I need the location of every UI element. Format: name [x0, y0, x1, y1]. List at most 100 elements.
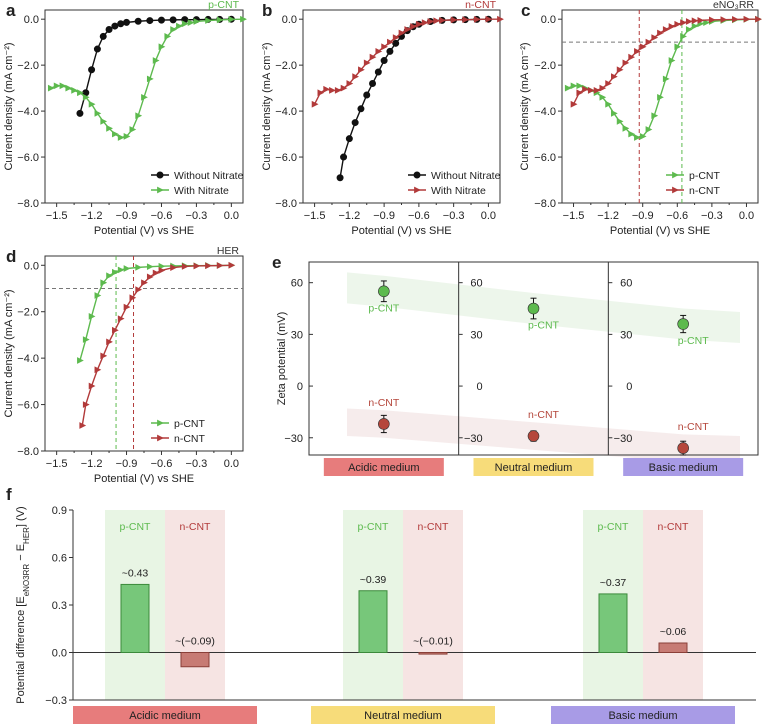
plots-layer: a −1.5 −1.2 −0.9 −0.6 −0.3 0.0 0.0 −2.0 −4.0 −6.0 −… — [3, 0, 762, 724]
data-point — [152, 57, 160, 64]
data-point — [611, 73, 618, 80]
data-point — [228, 261, 236, 269]
panel-tag: HER — [217, 245, 240, 257]
data-point — [358, 66, 365, 74]
y-tick-label: 0 — [626, 381, 632, 393]
x-tick-label: −1.5 — [304, 210, 326, 222]
y-tick-label: 60 — [620, 278, 632, 290]
data-point — [427, 18, 435, 25]
panel-letter-c: c — [521, 1, 530, 20]
data-point — [88, 312, 96, 320]
data-point — [77, 357, 84, 364]
data-point — [88, 100, 96, 108]
y-tick-label: −8.0 — [275, 198, 297, 210]
y-tick-label: −8.0 — [534, 198, 556, 210]
series-column-label: n-CNT — [658, 521, 690, 533]
y-tick-label: −6.0 — [275, 152, 297, 164]
data-point — [375, 47, 383, 55]
y-tick-label: −6.0 — [17, 400, 39, 412]
data-point — [112, 130, 119, 138]
legend-marker — [414, 186, 421, 194]
x-tick-label: −0.3 — [701, 210, 723, 222]
y-tick-label: −4.0 — [17, 353, 39, 365]
bar-n-cnt — [658, 642, 688, 653]
category-label: Basic medium — [608, 710, 677, 722]
data-point — [651, 34, 659, 41]
category-label: Acidic medium — [348, 462, 420, 474]
n-cnt-column-shade — [165, 510, 225, 700]
y-tick-label: −8.0 — [17, 446, 39, 458]
data-point — [450, 16, 458, 24]
panel-b: b −1.5 −1.2 −0.9 −0.6 −0.3 0.0 0.0 −2.0 −4.0 −6.0 −… — [261, 0, 504, 237]
data-point — [340, 84, 348, 92]
y-axis-label-part: eNO — [22, 580, 31, 596]
data-point — [317, 89, 325, 97]
y-tick-label: 30 — [470, 329, 482, 341]
legend-label: With Nitrate — [431, 185, 486, 197]
x-tick-label: −1.2 — [81, 210, 103, 222]
legend-label: n-CNT — [689, 185, 721, 197]
category-label: Basic medium — [649, 462, 718, 474]
category-band — [73, 706, 257, 724]
legend-marker — [157, 434, 164, 442]
data-point — [743, 15, 751, 23]
data-point — [380, 57, 388, 65]
data-point — [709, 16, 716, 24]
x-axis-label: Potential (V) vs SHE — [94, 473, 194, 485]
data-point — [176, 22, 183, 30]
series-label: p-CNT — [368, 302, 400, 314]
data-point — [564, 84, 572, 92]
data-point-n-cnt — [527, 430, 540, 442]
series-label: p-CNT — [678, 335, 710, 347]
data-point — [645, 126, 653, 133]
data-point — [100, 279, 108, 287]
data-point-p-cnt — [527, 302, 540, 315]
y-axis-label-part: RR — [22, 564, 31, 576]
plot-frame — [308, 261, 759, 456]
data-point — [77, 89, 84, 97]
data-point — [570, 100, 578, 108]
data-point-n-cnt — [378, 418, 390, 430]
data-point — [680, 19, 687, 27]
data-point — [123, 18, 131, 26]
data-point — [668, 23, 676, 30]
legend-marker — [672, 171, 679, 179]
data-point-n-cnt — [677, 442, 689, 454]
data-point — [439, 16, 446, 24]
data-point — [100, 118, 108, 125]
data-point — [129, 126, 137, 133]
data-point — [65, 84, 73, 92]
legend-marker — [413, 171, 421, 179]
data-point — [691, 17, 699, 25]
series-column-label: p-CNT — [120, 521, 152, 533]
data-point — [117, 266, 125, 274]
y-axis-label-part: ] (V) — [15, 506, 27, 527]
series-label: n-CNT — [528, 409, 560, 421]
data-point — [216, 262, 224, 269]
y-axis-label-part: HER — [22, 527, 31, 544]
data-point — [323, 85, 331, 93]
data-point — [622, 124, 630, 132]
data-point — [680, 33, 687, 40]
data-point — [628, 130, 636, 138]
data-point — [599, 93, 607, 101]
data-point — [82, 401, 90, 408]
x-tick-label: −0.6 — [151, 458, 173, 470]
data-point — [157, 16, 165, 24]
y-axis-label: Potential difference [EeNO3RR − EHER] (V… — [15, 506, 31, 703]
data-point — [76, 109, 84, 117]
data-point — [205, 17, 212, 24]
legend-label: Without Nitrate — [431, 170, 501, 182]
series-line-p-cnt — [79, 264, 232, 361]
data-point — [576, 82, 584, 90]
series-column-label: p-CNT — [598, 521, 630, 533]
legend-label: Without Nitrate — [174, 170, 244, 182]
bar-p-cnt — [598, 593, 628, 654]
bar-value-label: ~(−0.01) — [413, 636, 453, 648]
category-label: Acidic medium — [129, 710, 201, 722]
data-point — [386, 47, 394, 55]
data-point — [106, 124, 113, 132]
x-tick-label: −0.9 — [632, 210, 654, 222]
series-line-p-cnt — [567, 18, 759, 139]
